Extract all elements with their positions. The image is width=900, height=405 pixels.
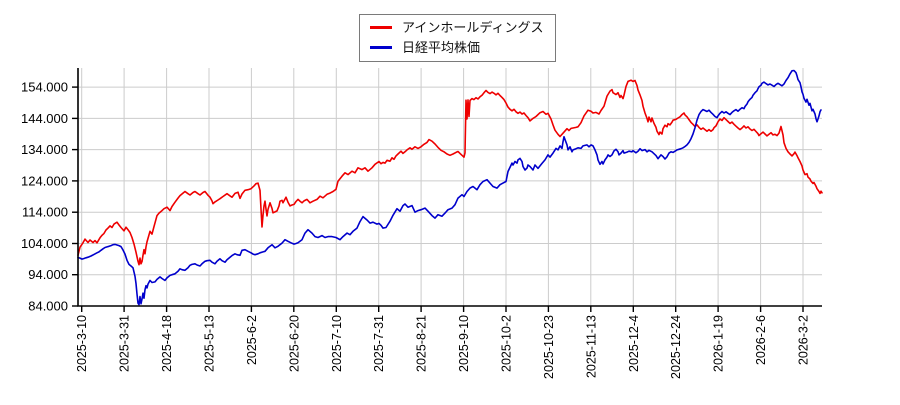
legend: アインホールディングス 日経平均株価 (359, 14, 557, 62)
legend-row-nikkei: 日経平均株価 (370, 39, 543, 56)
legend-row-ain-holdings: アインホールディングス (370, 19, 543, 36)
svg-text:2025-5-13: 2025-5-13 (203, 315, 217, 372)
svg-text:2026-1-19: 2026-1-19 (712, 315, 726, 372)
nikkei-legend-label: 日経平均株価 (402, 40, 481, 55)
svg-text:104.000: 104.000 (21, 236, 68, 251)
series-layer (77, 69, 823, 306)
svg-text:2025-12-24: 2025-12-24 (669, 315, 683, 379)
svg-text:2025-7-10: 2025-7-10 (330, 315, 344, 372)
svg-text:144.000: 144.000 (21, 111, 68, 126)
svg-text:2025-11-13: 2025-11-13 (584, 315, 598, 378)
svg-text:2025-10-2: 2025-10-2 (500, 315, 514, 372)
svg-text:94.000: 94.000 (28, 267, 68, 282)
svg-text:2025-3-10: 2025-3-10 (75, 315, 89, 372)
svg-text:114.000: 114.000 (22, 205, 68, 220)
svg-text:2025-6-2: 2025-6-2 (245, 315, 259, 365)
x-tick-labels: 2025-3-10 2025-3-31 2025-4-18 2025-5-13 2025… (75, 315, 810, 379)
svg-text:2026-3-2: 2026-3-2 (797, 315, 811, 365)
svg-text:154.000: 154.000 (21, 80, 68, 95)
grid-layer (78, 68, 822, 307)
svg-text:84.000: 84.000 (28, 299, 68, 314)
svg-text:2025-10-23: 2025-10-23 (542, 315, 556, 379)
svg-text:2025-7-31: 2025-7-31 (372, 315, 386, 372)
svg-text:2026-2-6: 2026-2-6 (754, 315, 768, 365)
svg-text:2025-9-10: 2025-9-10 (457, 315, 471, 372)
ain-holdings-legend-label: アインホールディングス (402, 20, 544, 35)
svg-text:2025-4-18: 2025-4-18 (160, 315, 174, 372)
svg-text:2025-8-21: 2025-8-21 (415, 315, 429, 372)
svg-text:124.000: 124.000 (21, 173, 68, 188)
ain-holdings-line-swatch (370, 26, 392, 29)
nikkei-line-swatch (370, 46, 392, 49)
svg-text:2025-6-20: 2025-6-20 (287, 315, 301, 372)
svg-text:2025-3-31: 2025-3-31 (118, 315, 132, 372)
svg-text:2025-12-4: 2025-12-4 (627, 315, 641, 372)
axes-layer (72, 68, 822, 312)
svg-text:134.000: 134.000 (21, 142, 68, 157)
y-tick-labels: 154.000 144.000 134.000 124.000 114.000 104.0… (21, 80, 68, 314)
